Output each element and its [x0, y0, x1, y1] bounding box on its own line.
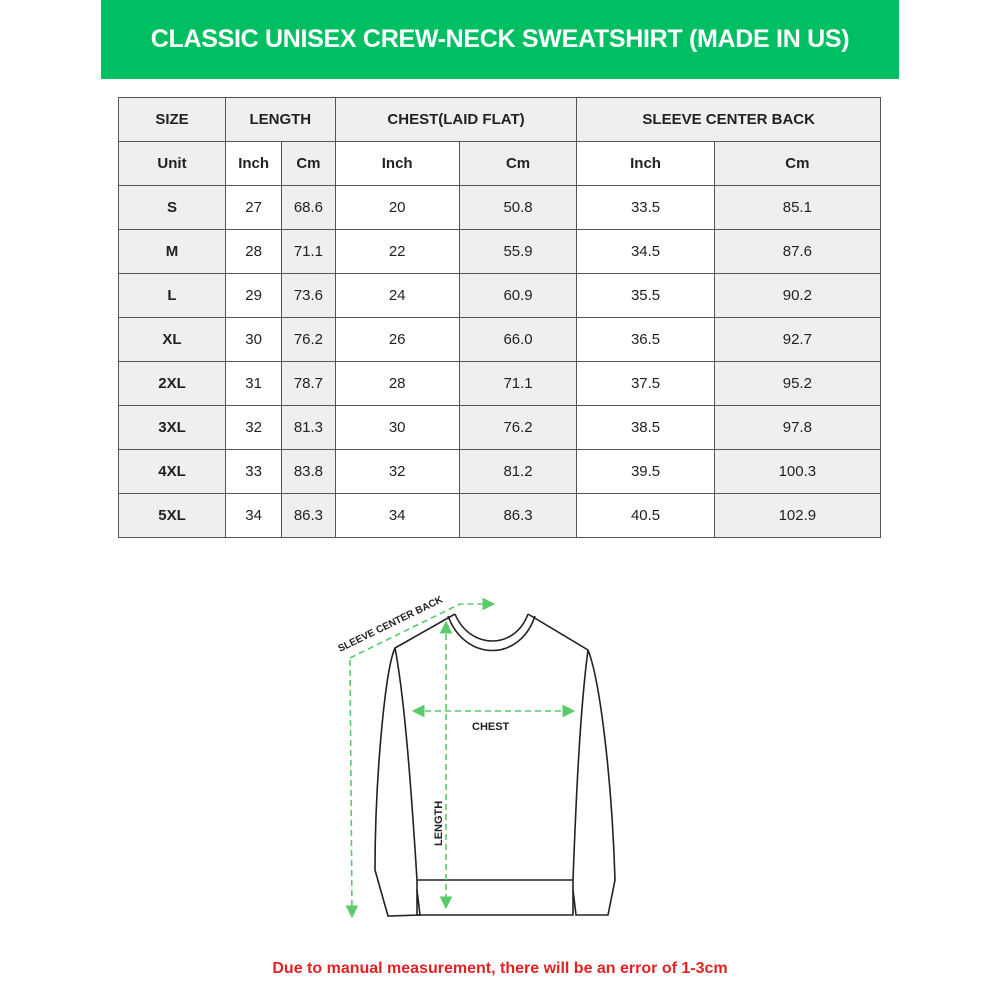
header-size: SIZE	[118, 97, 226, 142]
value-cell: 28	[224, 229, 283, 274]
page-title: CLASSIC UNISEX CREW-NECK SWEATSHIRT (MAD…	[150, 25, 850, 53]
measurement-arrows	[345, 597, 576, 919]
value-cell: 86.3	[281, 493, 336, 538]
unit-cell: Unit	[118, 141, 226, 186]
measurement-note: Due to manual measurement, there will be…	[272, 960, 728, 977]
unit-cell: Cm	[281, 141, 336, 186]
value-cell: 76.2	[458, 405, 578, 450]
table-row: 3XL 32 81.3 30 76.2 38.5 97.8	[118, 405, 882, 450]
value-cell: 27	[224, 185, 283, 230]
size-cell: M	[118, 229, 226, 274]
value-cell: 32	[334, 449, 460, 494]
value-cell: 20	[334, 185, 460, 230]
length-label: LENGTH	[433, 801, 445, 846]
value-cell: 34	[334, 493, 460, 538]
value-cell: 26	[334, 317, 460, 362]
header-length: LENGTH	[225, 97, 336, 142]
title-banner: CLASSIC UNISEX CREW-NECK SWEATSHIRT (MAD…	[101, 0, 899, 79]
value-cell: 100.3	[713, 449, 882, 494]
value-cell: 86.3	[458, 493, 578, 538]
value-cell: 66.0	[458, 317, 578, 362]
value-cell: 34.5	[576, 229, 715, 274]
value-cell: 60.9	[458, 273, 578, 318]
value-cell: 71.1	[458, 361, 578, 406]
size-chart-table: SIZE LENGTH CHEST(LAID FLAT) SLEEVE CENT…	[118, 97, 882, 538]
size-cell: 4XL	[118, 449, 226, 494]
unit-cell: Cm	[458, 141, 578, 186]
header-chest: CHEST(LAID FLAT)	[334, 97, 578, 142]
table-row: M 28 71.1 22 55.9 34.5 87.6	[118, 229, 882, 274]
size-cell: S	[118, 185, 226, 230]
value-cell: 71.1	[281, 229, 336, 274]
table-row: L 29 73.6 24 60.9 35.5 90.2	[118, 273, 882, 318]
size-cell: 2XL	[118, 361, 226, 406]
sweatshirt-outline	[374, 613, 616, 917]
unit-cell: Inch	[334, 141, 460, 186]
value-cell: 32	[224, 405, 283, 450]
value-cell: 28	[334, 361, 460, 406]
sleeve-label: SLEEVE CENTER BACK	[336, 594, 445, 655]
value-cell: 87.6	[713, 229, 882, 274]
unit-cell: Cm	[713, 141, 882, 186]
value-cell: 38.5	[576, 405, 715, 450]
value-cell: 50.8	[458, 185, 578, 230]
table-row: XL 30 76.2 26 66.0 36.5 92.7	[118, 317, 882, 362]
size-cell: L	[118, 273, 226, 318]
value-cell: 22	[334, 229, 460, 274]
unit-cell: Inch	[576, 141, 715, 186]
size-cell: XL	[118, 317, 226, 362]
value-cell: 68.6	[281, 185, 336, 230]
value-cell: 85.1	[713, 185, 882, 230]
value-cell: 36.5	[576, 317, 715, 362]
value-cell: 30	[334, 405, 460, 450]
value-cell: 37.5	[576, 361, 715, 406]
value-cell: 83.8	[281, 449, 336, 494]
header-sleeve: SLEEVE CENTER BACK	[576, 97, 881, 142]
value-cell: 40.5	[576, 493, 715, 538]
value-cell: 55.9	[458, 229, 578, 274]
value-cell: 31	[224, 361, 283, 406]
value-cell: 95.2	[713, 361, 882, 406]
table-row: S 27 68.6 20 50.8 33.5 85.1	[118, 185, 882, 230]
value-cell: 33.5	[576, 185, 715, 230]
table-row: 2XL 31 78.7 28 71.1 37.5 95.2	[118, 361, 882, 406]
table-row: 4XL 33 83.8 32 81.2 39.5 100.3	[118, 449, 882, 494]
value-cell: 92.7	[713, 317, 882, 362]
value-cell: 81.2	[458, 449, 578, 494]
unit-cell: Inch	[224, 141, 283, 186]
value-cell: 76.2	[281, 317, 336, 362]
size-cell: 5XL	[118, 493, 226, 538]
value-cell: 73.6	[281, 273, 336, 318]
value-cell: 33	[224, 449, 283, 494]
value-cell: 35.5	[576, 273, 715, 318]
value-cell: 24	[334, 273, 460, 318]
table-row: 5XL 34 86.3 34 86.3 40.5 102.9	[118, 493, 882, 538]
sweatshirt-diagram: SLEEVE CENTER BACK CHEST LENGTH	[336, 594, 616, 919]
header-row: SIZE LENGTH CHEST(LAID FLAT) SLEEVE CENT…	[118, 97, 881, 142]
value-cell: 102.9	[713, 493, 882, 538]
value-cell: 29	[224, 273, 283, 318]
value-cell: 39.5	[576, 449, 715, 494]
unit-row: Unit Inch Cm Inch Cm Inch Cm	[118, 141, 882, 186]
chest-label: CHEST	[472, 721, 510, 733]
value-cell: 78.7	[281, 361, 336, 406]
value-cell: 81.3	[281, 405, 336, 450]
value-cell: 90.2	[713, 273, 882, 318]
value-cell: 97.8	[713, 405, 882, 450]
value-cell: 30	[224, 317, 283, 362]
size-cell: 3XL	[118, 405, 226, 450]
value-cell: 34	[224, 493, 283, 538]
